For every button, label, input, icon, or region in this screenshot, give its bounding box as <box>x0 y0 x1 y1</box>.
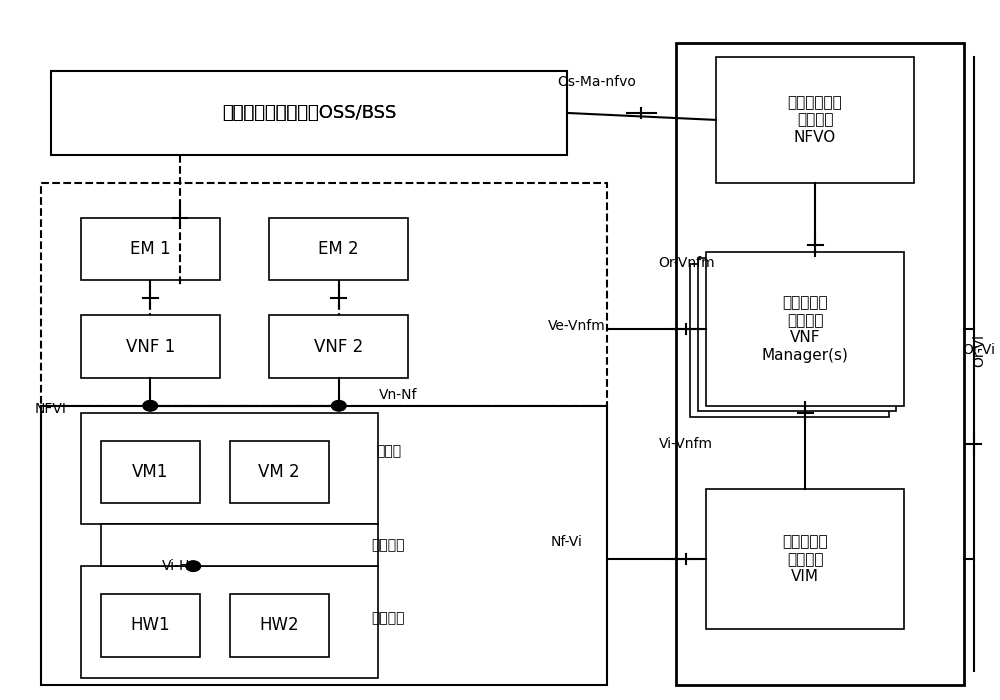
Text: 虚拟化层: 虚拟化层 <box>372 538 405 552</box>
Text: Or-Vnfm: Or-Vnfm <box>658 256 714 270</box>
Bar <box>230 440 329 503</box>
Circle shape <box>143 401 157 411</box>
Bar <box>269 315 408 378</box>
Text: VM 2: VM 2 <box>258 463 300 481</box>
Text: 虚拟机: 虚拟机 <box>376 444 401 458</box>
Text: 硬件资源: 硬件资源 <box>372 611 405 625</box>
Bar <box>706 253 904 406</box>
Text: 运行和业务支撑系统OSS/BSS: 运行和业务支撑系统OSS/BSS <box>222 104 396 122</box>
Bar <box>41 406 607 685</box>
Text: Or-Vi: Or-Vi <box>972 333 986 367</box>
Text: VNF 2: VNF 2 <box>314 337 363 356</box>
Circle shape <box>186 561 200 571</box>
Circle shape <box>143 401 157 411</box>
Text: Vn-Nf: Vn-Nf <box>379 389 418 402</box>
Bar <box>269 218 408 280</box>
Circle shape <box>332 401 346 411</box>
Bar <box>81 315 220 378</box>
Text: VM1: VM1 <box>132 463 168 481</box>
Bar <box>676 43 964 685</box>
Bar <box>81 218 220 280</box>
Circle shape <box>332 401 346 411</box>
Bar <box>706 489 904 629</box>
Text: Vi-Ha: Vi-Ha <box>162 559 199 573</box>
Text: Nf-Vi: Nf-Vi <box>551 535 583 549</box>
Bar <box>690 263 889 417</box>
Text: Os-Ma-nfvo: Os-Ma-nfvo <box>557 75 636 89</box>
Text: 虚拟网络功
能管理器
VNF
Manager(s): 虚拟网络功 能管理器 VNF Manager(s) <box>762 295 849 363</box>
Bar <box>101 440 200 503</box>
Bar <box>81 566 378 678</box>
Text: 虚拟基础设
施管理器
VIM: 虚拟基础设 施管理器 VIM <box>782 534 828 584</box>
Text: VNF 1: VNF 1 <box>126 337 175 356</box>
Text: HW2: HW2 <box>259 617 299 634</box>
Text: 运行和业务支撑系统OSS/BSS: 运行和业务支撑系统OSS/BSS <box>222 104 396 122</box>
Bar <box>81 413 378 524</box>
Text: NFVI: NFVI <box>35 402 67 416</box>
Text: Or-Vi: Or-Vi <box>962 343 995 357</box>
Bar <box>698 258 896 412</box>
Text: 网络功能虚拟
化编排器
NFVO: 网络功能虚拟 化编排器 NFVO <box>788 95 842 145</box>
Text: EM 2: EM 2 <box>318 240 359 258</box>
Text: Ve-Vnfm: Ve-Vnfm <box>548 318 606 332</box>
Bar <box>101 524 378 566</box>
Text: EM 1: EM 1 <box>130 240 171 258</box>
Bar <box>230 594 329 657</box>
Bar <box>51 71 567 155</box>
Bar <box>716 57 914 183</box>
Bar <box>51 71 567 155</box>
Text: Vi-Vnfm: Vi-Vnfm <box>659 437 713 451</box>
Circle shape <box>186 561 200 571</box>
Text: HW1: HW1 <box>130 617 170 634</box>
Bar <box>101 594 200 657</box>
Bar <box>41 183 607 406</box>
